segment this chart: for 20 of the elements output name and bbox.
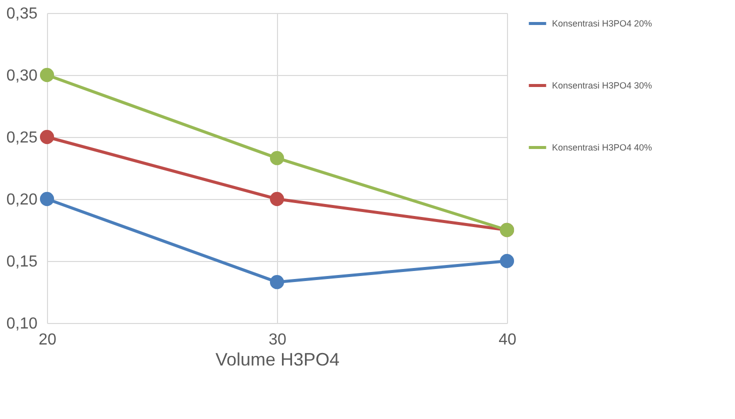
- point: [270, 275, 284, 290]
- point: [40, 130, 54, 144]
- y-tick-label: 0,30: [6, 68, 38, 84]
- y-tick-label: 0,35: [6, 6, 38, 22]
- legend-label: Konsentrasi H3PO4 40%: [552, 142, 652, 152]
- point: [40, 68, 54, 82]
- x-axis-title: Volume H3PO4: [215, 350, 340, 370]
- y-tick-label: 0,10: [6, 316, 38, 332]
- point: [500, 254, 514, 268]
- point: [40, 192, 54, 206]
- y-tick-label: 0,20: [6, 192, 38, 208]
- legend-label: Konsentrasi H3PO4 20%: [552, 18, 652, 28]
- x-tick-label: 30: [268, 332, 286, 348]
- x-tick-label: 40: [498, 332, 516, 348]
- point: [270, 192, 284, 206]
- legend-label: Konsentrasi H3PO4 30%: [552, 80, 652, 90]
- x-tick-label: 20: [38, 332, 56, 348]
- y-tick-label: 0,25: [6, 130, 38, 146]
- y-tick-label: 0,15: [6, 254, 38, 270]
- point: [270, 151, 284, 166]
